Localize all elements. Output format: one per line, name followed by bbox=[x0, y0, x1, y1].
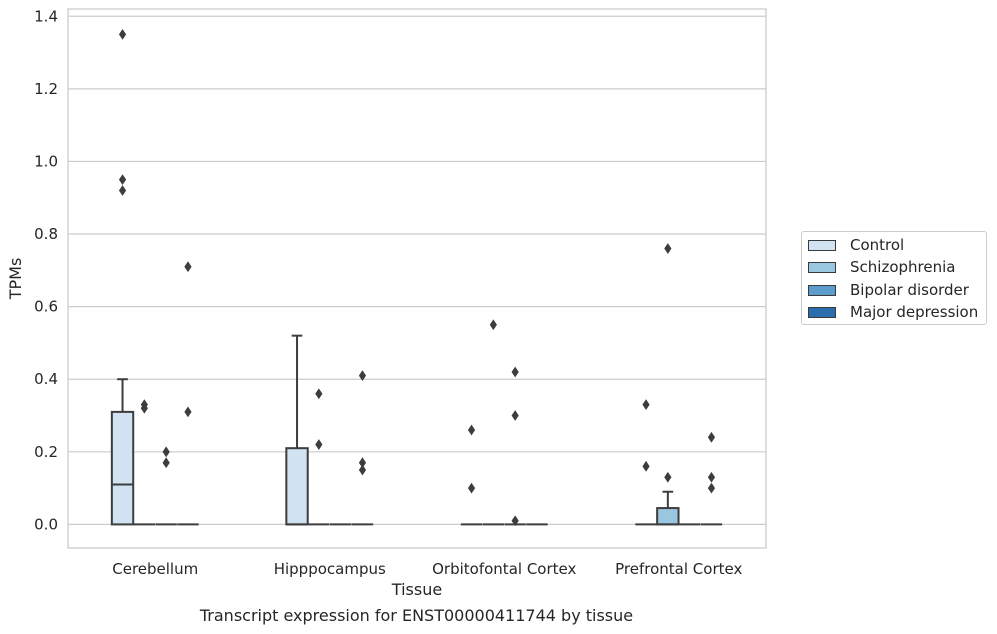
outlier-point bbox=[358, 464, 367, 476]
gridlines bbox=[68, 15, 766, 526]
legend-item-control: Control bbox=[808, 236, 904, 254]
box-schizophrenia-prefrontal-cortex bbox=[656, 490, 680, 526]
outlier-point bbox=[467, 482, 476, 494]
legend-item-major-depression: Major depression bbox=[808, 303, 978, 321]
outlier-point bbox=[358, 457, 367, 469]
x-tick-label: Cerebellum bbox=[112, 560, 198, 578]
x-tick-label: Hipppocampus bbox=[274, 560, 386, 578]
legend-label-schizophrenia: Schizophrenia bbox=[850, 258, 956, 276]
y-tick-label: 0.8 bbox=[34, 225, 58, 243]
outlier-point bbox=[642, 399, 650, 411]
outlier-point bbox=[140, 402, 148, 414]
chart-caption: Transcript expression for ENST0000041174… bbox=[199, 606, 634, 625]
box-body bbox=[656, 507, 680, 526]
outlier-point bbox=[664, 243, 672, 254]
outlier-point bbox=[184, 261, 192, 273]
outlier-point bbox=[118, 185, 127, 196]
box-control-cerebellum bbox=[110, 378, 135, 526]
legend-label-bipolar-disorder: Bipolar disorder bbox=[850, 281, 969, 299]
legend-swatch-major-depression bbox=[808, 306, 836, 318]
outlier-point bbox=[511, 410, 519, 421]
box-body bbox=[110, 410, 135, 526]
outlier-point bbox=[707, 482, 716, 494]
x-axis-label: Tissue bbox=[391, 580, 442, 599]
legend-item-schizophrenia: Schizophrenia bbox=[808, 258, 955, 276]
outlier-point bbox=[642, 460, 650, 472]
legend-label-control: Control bbox=[850, 236, 905, 254]
outlier-point bbox=[358, 370, 367, 381]
legend-swatch-control bbox=[808, 239, 836, 251]
outliers bbox=[118, 29, 716, 527]
y-tick-label: 0.2 bbox=[34, 443, 58, 461]
legend: Control Schizophrenia Bipolar disorder M… bbox=[801, 231, 987, 325]
outlier-point bbox=[118, 29, 127, 40]
outlier-point bbox=[489, 319, 497, 331]
y-tick-label: 0.6 bbox=[34, 298, 58, 316]
y-tick-label: 0.4 bbox=[34, 370, 58, 388]
plot-frame bbox=[67, 8, 767, 549]
outlier-point bbox=[511, 515, 519, 527]
outlier-point bbox=[184, 406, 192, 418]
legend-label-major-depression: Major depression bbox=[850, 303, 979, 321]
outlier-point bbox=[315, 388, 323, 400]
legend-swatch-schizophrenia bbox=[808, 261, 836, 273]
legend-item-bipolar-disorder: Bipolar disorder bbox=[808, 281, 969, 299]
y-tick-label: 1.2 bbox=[34, 80, 58, 98]
y-axis-label: TPMs bbox=[6, 258, 25, 301]
boxes bbox=[110, 334, 723, 526]
x-tick-label: Prefrontal Cortex bbox=[615, 560, 742, 578]
outlier-point bbox=[162, 446, 170, 458]
legend-swatch-bipolar-disorder bbox=[808, 284, 836, 296]
box-control-hipppocampus bbox=[285, 334, 309, 526]
outlier-point bbox=[162, 457, 170, 469]
outlier-point bbox=[664, 471, 672, 483]
y-tick-label: 1.4 bbox=[34, 7, 58, 25]
x-tick-labels: Cerebellum Hipppocampus Orbitofontal Corte… bbox=[112, 560, 742, 578]
outlier-point bbox=[511, 366, 519, 378]
outlier-point bbox=[315, 439, 323, 450]
y-tick-label: 0.0 bbox=[34, 515, 58, 533]
x-tick-label: Orbitofontal Cortex bbox=[432, 560, 576, 578]
y-tick-label: 1.0 bbox=[34, 152, 58, 170]
outlier-point bbox=[707, 471, 716, 483]
box-body bbox=[285, 447, 309, 526]
y-tick-labels: 0.0 0.2 0.4 0.6 0.8 1.0 1.2 1.4 bbox=[34, 7, 58, 533]
outlier-point bbox=[118, 174, 127, 185]
outlier-point bbox=[467, 424, 476, 436]
outlier-point bbox=[707, 431, 716, 443]
